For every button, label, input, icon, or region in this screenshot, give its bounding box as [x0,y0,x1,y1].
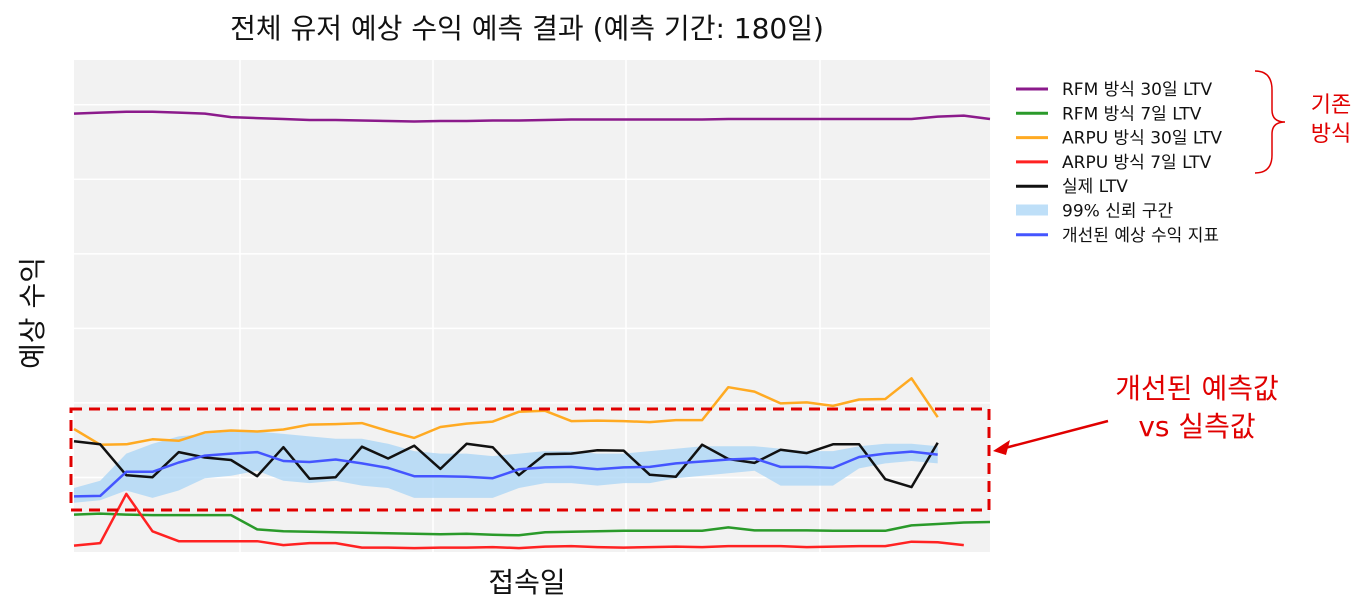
series-line-5 [73,450,938,498]
highlight-box [69,407,991,512]
plot-area [73,60,991,552]
y-axis-label: 예상 수익 [16,257,49,369]
legend-label: RFM 방식 7일 LTV [1062,104,1202,124]
bracket-label-line2: 방식 [1311,122,1351,147]
legend-label: RFM 방식 30일 LTV [1062,80,1213,100]
legend-label: 개선된 예상 수익 지표 [1062,226,1219,246]
highlight-arrow [1004,419,1109,450]
legend-label: ARPU 방식 7일 LTV [1062,153,1212,173]
x-axis-label: 접속일 [488,566,565,599]
legend-label: ARPU 방식 30일 LTV [1062,129,1222,149]
series-line-0 [73,110,991,123]
series-line-2 [73,377,939,446]
series-line-3 [73,492,964,550]
highlight-arrowhead [993,440,1010,455]
series-line-1 [73,512,991,537]
legend-label: 실제 LTV [1062,177,1128,197]
box-label-line1: 개선된 예측값 [1115,372,1278,405]
series-lines [73,110,991,550]
legend-label: 99% 신뢰 구간 [1062,202,1174,222]
legend-swatch [1016,204,1048,216]
bracket-label-line1: 기존 [1311,93,1351,118]
legacy-bracket [1254,70,1286,174]
legend: RFM 방식 30일 LTV RFM 방식 7일 LTV ARPU 방식 30일 L… [1016,80,1222,246]
series-line-4 [73,440,939,489]
chart-title: 전체 유저 예상 수익 예측 결과 (예측 기간: 180일) [230,12,824,45]
confidence-band [74,431,938,503]
box-label-line2: vs 실측값 [1138,410,1255,443]
